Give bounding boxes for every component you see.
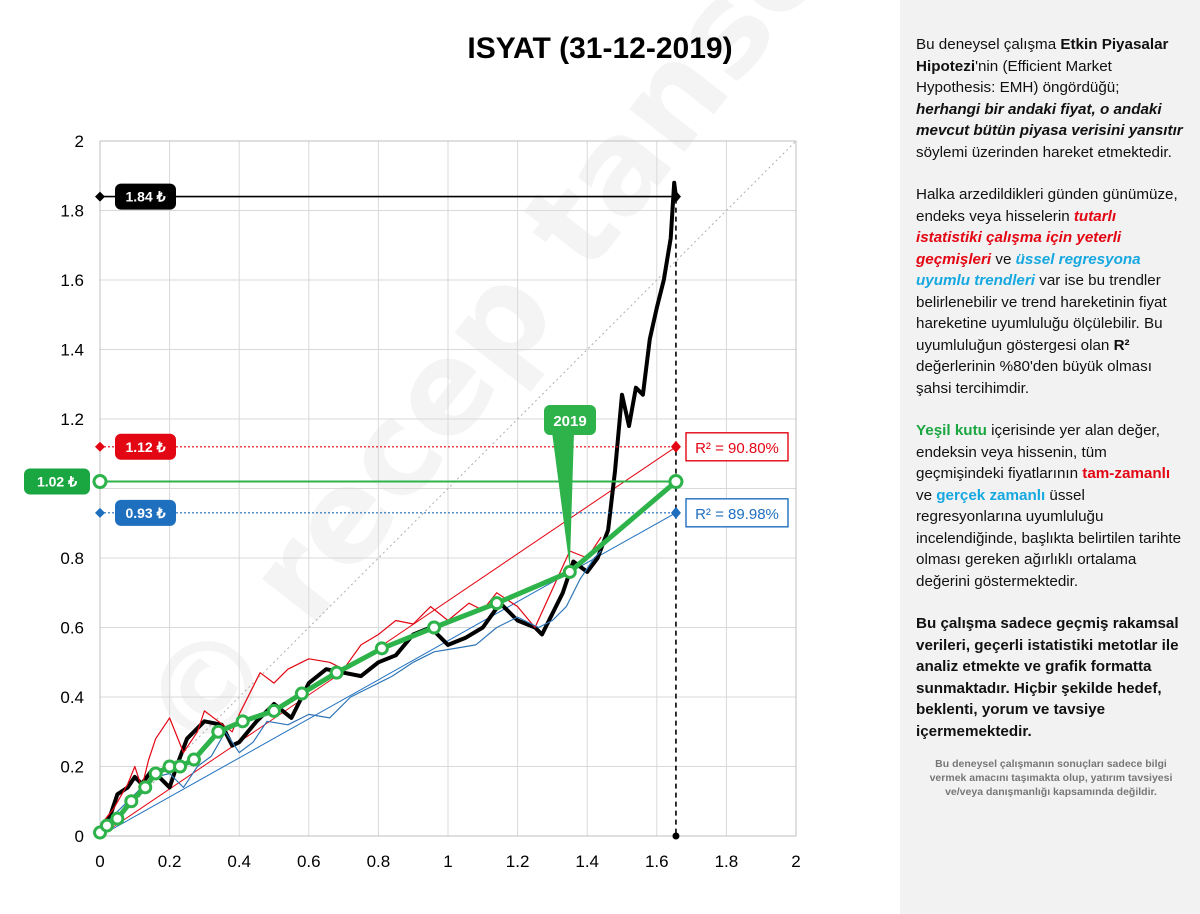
weighted-average-point: [374, 641, 389, 656]
p2-r2: R²: [1113, 336, 1130, 354]
x-tick-label: 1.4: [575, 852, 599, 871]
x-tick-label: 1: [443, 852, 452, 871]
weighted-average-point: [329, 665, 344, 680]
marker-red-start: [95, 441, 105, 452]
p2-text-c: ve: [991, 250, 1016, 268]
p1-emh-name: Etkin Piyasalar Hipotezi: [916, 36, 1169, 75]
y-tick-label: 0.8: [60, 549, 84, 568]
x-tick-label: 0.4: [227, 852, 251, 871]
weighted-average-point: [294, 686, 309, 701]
p3-text-d: ve: [916, 486, 937, 504]
badge-green-box: [24, 468, 90, 495]
badge-blue-label: 0.93 ₺: [125, 505, 165, 521]
series-full-time: [99, 536, 602, 826]
y-tick-label: 2: [75, 132, 84, 151]
p2-regression-highlight: üssel regresyona uyumlu trendleri: [916, 250, 1141, 290]
y-tick-label: 1.8: [60, 202, 84, 221]
r2-red-label: R² = 90.80%: [695, 440, 779, 457]
chart-area: © recep tansel ISYAT (31-12-2019) 0 0.2 0.4 0…: [24, 0, 886, 871]
p3-green-box: Yeşil kutu: [916, 422, 987, 439]
sidebar-paragraph-scope: Bu çalışma sadece geçmiş rakamsal verile…: [916, 615, 1179, 740]
weighted-average-point: [427, 620, 442, 635]
weighted-average-point: [489, 596, 504, 611]
weighted-average-point: [235, 714, 250, 729]
p1-text-a: Bu deneysel çalışma: [916, 36, 1061, 53]
badge-green-label: 1.02 ₺: [37, 474, 77, 490]
weighted-average-point: [173, 759, 188, 774]
r2-blue-box: [685, 498, 789, 528]
x-tick-label: 2: [791, 852, 800, 871]
weighted-average-point: [99, 818, 114, 833]
p2-text-a: Halka arzedildikleri günden günümüze, en…: [916, 186, 1178, 225]
x-tick-label: 1.8: [715, 852, 739, 871]
badge-black-box: [115, 183, 176, 210]
p3-text-f: üssel regresyonlarına uyumluluğu incelen…: [916, 486, 1182, 590]
y-tick-label: 0: [75, 827, 84, 846]
sidebar-paragraph-emh: Bu deneysel çalışma Etkin Piyasalar Hipo…: [916, 34, 1186, 163]
x-tick-label: 1.2: [506, 852, 530, 871]
p1-text-c: 'nin (Efficient Market Hypothesis: EMH) …: [916, 57, 1120, 97]
y-tick-label: 0.4: [60, 688, 84, 707]
sidebar-panel: Bu deneysel çalışma Etkin Piyasalar Hipo…: [900, 0, 1200, 914]
y-tick-label: 0.2: [60, 758, 84, 777]
callout-label: 2019: [553, 413, 586, 430]
y-tick-label: 1.6: [60, 271, 84, 290]
marker-blue-start: [95, 507, 105, 518]
marker-green-start: [92, 474, 108, 490]
sidebar-paragraph-trend: Halka arzedildikleri günden günümüze, en…: [916, 184, 1186, 399]
y-tick-label: 0.6: [60, 619, 84, 638]
badge-blue-box: [115, 499, 176, 526]
x-tick-label: 1.6: [645, 852, 669, 871]
weighted-average-point: [267, 703, 281, 718]
marker-green-end: [668, 474, 684, 490]
p3-full-time: tam-zamanlı: [1082, 465, 1171, 482]
badge-red-label: 1.12 ₺: [125, 439, 165, 455]
p3-real-time: gerçek zamanlı: [936, 486, 1046, 504]
x-tick-label: 0: [95, 852, 104, 871]
diagonal-reference-line: [99, 140, 797, 837]
p3-text-b: içerisinde yer alan değer, endeksin veya…: [916, 422, 1160, 482]
x-tick-label: 0.2: [158, 852, 182, 871]
weighted-average-point: [110, 811, 125, 826]
chart-title: ISYAT (31-12-2019): [467, 32, 732, 65]
p2-text-e: var ise bu trendler belirlenebilir ve tr…: [916, 272, 1167, 354]
weighted-average-point: [562, 564, 577, 579]
callout-pointer: [552, 432, 574, 568]
badge-red-box: [115, 433, 176, 460]
callout-box: [544, 405, 596, 435]
p1-emh-quote: herhangi bir andaki fiyat, o andaki mevc…: [916, 100, 1183, 140]
badge-black-label: 1.84 ₺: [125, 189, 165, 205]
sidebar-paragraph-green-box: Yeşil kutu içerisinde yer alan değer, en…: [916, 420, 1186, 592]
p2-history-highlight: tutarlı istatistiki çalışma için yeterli…: [916, 207, 1122, 268]
current-date-marker: [672, 832, 680, 840]
weighted-average-point: [148, 766, 163, 781]
y-tick-label: 1.2: [60, 410, 84, 429]
y-tick-label: 1.4: [60, 341, 84, 360]
x-tick-label: 0.6: [297, 852, 321, 871]
marker-blue-end: [670, 506, 681, 519]
r2-red-box: [685, 432, 789, 462]
weighted-average-point: [124, 794, 139, 809]
trend-line-red: [99, 446, 677, 837]
x-tick-label: 0.8: [367, 852, 391, 871]
p1-text-e: söylemi üzerinden hareket etmektedir.: [916, 143, 1172, 161]
watermark: © recep tansel: [111, 0, 885, 786]
r2-blue-label: R² = 89.98%: [695, 506, 779, 523]
marker-red-end: [670, 440, 681, 453]
weighted-average-point: [211, 724, 226, 739]
p2-text-g: değerlerinin %80'den büyük olması şahsi …: [916, 358, 1152, 397]
marker-black-end: [670, 190, 681, 203]
marker-black-start: [95, 191, 105, 202]
weighted-average-point: [138, 780, 153, 795]
weighted-average-point: [186, 752, 201, 767]
disclaimer-text: Bu deneysel çalışmanın sonuçları sadece …: [929, 758, 1173, 798]
